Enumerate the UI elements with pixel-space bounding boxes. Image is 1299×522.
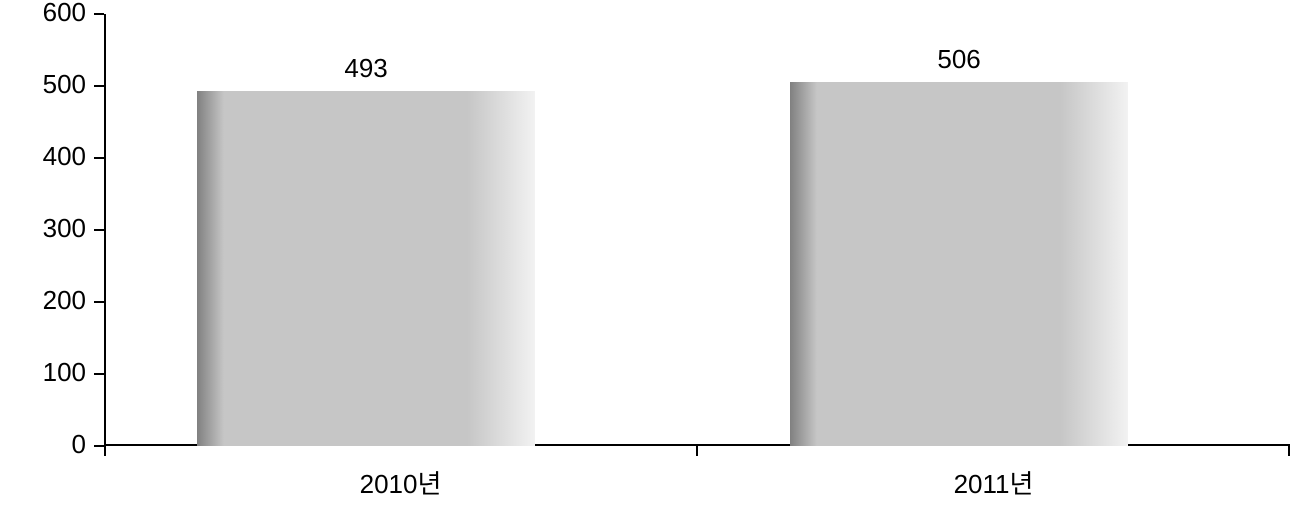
x-category-label: 2010년 xyxy=(104,464,697,501)
y-tick-label: 100 xyxy=(0,357,86,388)
y-tick-label: 0 xyxy=(0,429,86,460)
y-tick-label: 600 xyxy=(0,0,86,28)
y-tick xyxy=(94,13,104,15)
y-tick xyxy=(94,373,104,375)
y-tick-label: 300 xyxy=(0,213,86,244)
bar xyxy=(197,91,535,446)
x-category-label: 2011년 xyxy=(697,464,1290,501)
bar-value-label: 506 xyxy=(790,44,1128,75)
bar xyxy=(790,82,1128,446)
y-tick-label: 400 xyxy=(0,141,86,172)
y-tick xyxy=(94,301,104,303)
bar-chart: 0 100 200 300 400 500 600 493 2010년 506 2011년 xyxy=(0,0,1299,522)
y-axis xyxy=(104,14,106,446)
y-tick xyxy=(94,85,104,87)
y-tick-label: 500 xyxy=(0,69,86,100)
x-tick xyxy=(104,446,106,456)
x-tick xyxy=(1288,446,1290,456)
y-tick xyxy=(94,157,104,159)
y-tick-label: 200 xyxy=(0,285,86,316)
x-tick xyxy=(696,446,698,456)
y-tick xyxy=(94,229,104,231)
bar-value-label: 493 xyxy=(197,53,535,84)
y-tick xyxy=(94,445,104,447)
